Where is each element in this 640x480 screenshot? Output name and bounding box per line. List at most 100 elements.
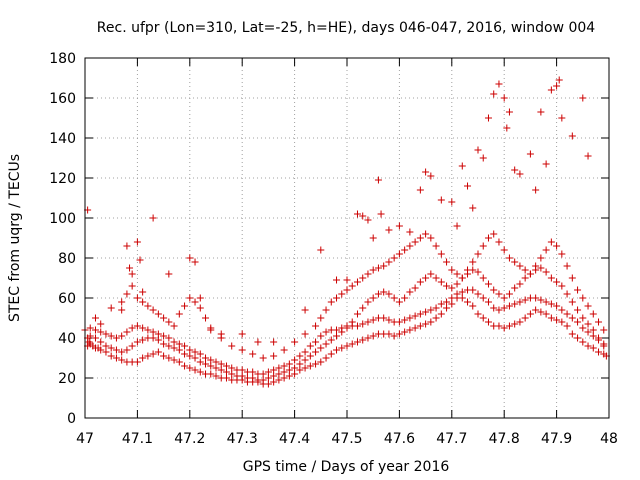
data-point-marker — [495, 322, 503, 330]
data-point-marker — [563, 262, 571, 270]
data-point-marker — [484, 114, 492, 122]
data-point-marker — [511, 258, 519, 266]
data-point-marker — [558, 250, 566, 258]
data-point-marker — [416, 234, 424, 242]
data-point-marker — [186, 294, 194, 302]
data-point-marker — [301, 306, 309, 314]
data-point-marker — [118, 356, 126, 364]
data-point-marker — [395, 298, 403, 306]
data-point-marker — [181, 350, 189, 358]
data-point-marker — [416, 278, 424, 286]
data-point-marker — [222, 362, 230, 370]
data-point-marker — [395, 250, 403, 258]
data-point-marker — [186, 364, 194, 372]
data-point-marker — [353, 310, 361, 318]
data-point-marker — [144, 352, 152, 360]
data-point-marker — [343, 322, 351, 330]
data-point-marker — [511, 284, 519, 292]
data-point-marker — [118, 332, 126, 340]
data-point-marker — [186, 346, 194, 354]
chart-title: Rec. ufpr (Lon=310, Lat=-25, h=HE), days… — [97, 20, 596, 36]
data-point-marker — [380, 262, 388, 270]
data-point-marker — [584, 320, 592, 328]
data-point-marker — [458, 162, 466, 170]
data-point-marker — [579, 338, 587, 346]
data-point-marker — [270, 338, 278, 346]
x-axis-label: GPS time / Days of year 2016 — [243, 459, 450, 475]
data-point-marker — [207, 370, 215, 378]
data-point-marker — [364, 318, 372, 326]
data-point-marker — [432, 314, 440, 322]
data-point-marker — [160, 340, 168, 348]
data-point-marker — [474, 310, 482, 318]
data-point-marker — [390, 254, 398, 262]
data-point-marker — [558, 114, 566, 122]
data-point-marker — [427, 270, 435, 278]
x-tick-label: 47.2 — [174, 431, 205, 447]
data-point-marker — [516, 170, 524, 178]
data-point-marker — [495, 238, 503, 246]
data-point-marker — [259, 370, 267, 378]
data-point-marker — [301, 356, 309, 364]
data-point-marker — [411, 312, 419, 320]
data-point-marker — [306, 362, 314, 370]
data-point-marker — [521, 296, 529, 304]
data-point-marker — [380, 288, 388, 296]
data-point-marker — [390, 294, 398, 302]
data-point-marker — [474, 290, 482, 298]
data-point-marker — [553, 242, 561, 250]
y-tick-label: 180 — [49, 51, 76, 67]
data-point-marker — [264, 374, 272, 382]
data-point-marker — [532, 262, 540, 270]
data-point-marker — [270, 378, 278, 386]
data-point-marker — [411, 284, 419, 292]
data-point-marker — [542, 268, 550, 276]
data-point-marker — [495, 290, 503, 298]
data-point-marker — [364, 298, 372, 306]
data-point-marker — [584, 302, 592, 310]
data-point-marker — [128, 270, 136, 278]
data-point-marker — [511, 300, 519, 308]
data-point-marker — [484, 280, 492, 288]
y-tick-label: 100 — [49, 211, 76, 227]
data-point-marker — [422, 320, 430, 328]
data-point-marker — [453, 290, 461, 298]
data-point-marker — [97, 328, 105, 336]
data-point-marker — [160, 332, 168, 340]
data-point-marker — [128, 342, 136, 350]
data-point-marker — [579, 94, 587, 102]
data-point-marker — [149, 306, 157, 314]
data-point-marker — [416, 322, 424, 330]
x-tick-label: 48 — [600, 431, 618, 447]
data-point-marker — [228, 364, 236, 372]
plot-frame — [84, 57, 610, 419]
data-point-marker — [133, 238, 141, 246]
data-point-marker — [500, 246, 508, 254]
data-point-marker — [102, 330, 110, 338]
data-point-marker — [422, 168, 430, 176]
data-point-marker — [217, 366, 225, 374]
data-point-marker — [107, 332, 115, 340]
data-point-marker — [285, 366, 293, 374]
data-point-marker — [589, 344, 597, 352]
data-point-marker — [495, 306, 503, 314]
data-point-marker — [432, 242, 440, 250]
data-point-marker — [563, 310, 571, 318]
data-point-marker — [249, 368, 257, 376]
data-point-marker — [369, 294, 377, 302]
data-point-marker — [154, 336, 162, 344]
data-point-marker — [595, 334, 603, 342]
data-point-marker — [348, 318, 356, 326]
data-point-marker — [296, 352, 304, 360]
data-point-marker — [317, 314, 325, 322]
data-point-marker — [301, 348, 309, 356]
grid-lines — [85, 58, 609, 418]
data-point-marker — [175, 310, 183, 318]
data-point-marker — [175, 346, 183, 354]
data-point-marker — [579, 294, 587, 302]
data-point-marker — [416, 310, 424, 318]
data-point-marker — [364, 216, 372, 224]
data-point-marker — [196, 368, 204, 376]
data-point-marker — [427, 318, 435, 326]
data-point-marker — [86, 324, 94, 332]
